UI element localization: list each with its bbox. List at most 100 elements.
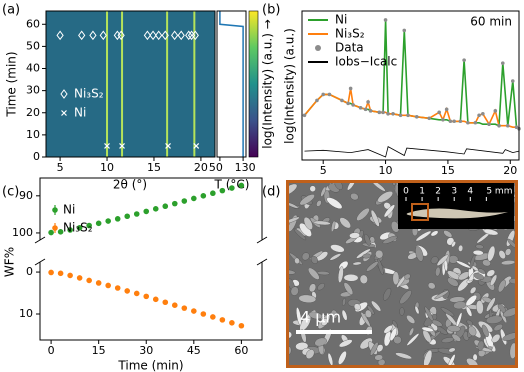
- data-point: [162, 203, 169, 210]
- legend-marker: [52, 225, 58, 231]
- scale-bar-label: 4 μm: [300, 308, 341, 327]
- crystal: [370, 209, 380, 227]
- y-tick-label: 10: [26, 128, 40, 141]
- legend-label: Ni: [335, 13, 347, 27]
- crystal: [465, 295, 477, 306]
- crystal: [350, 193, 359, 201]
- y-tick-label: 90: [19, 189, 33, 202]
- crystal: [382, 235, 398, 244]
- crystal: [475, 244, 484, 250]
- data-point: [406, 113, 410, 118]
- x-tick-label: 10: [379, 164, 393, 177]
- data-point: [48, 269, 54, 276]
- crystal: [505, 248, 512, 256]
- data-point: [200, 193, 207, 199]
- data-point: [391, 112, 395, 116]
- crystal: [308, 311, 323, 320]
- crystal: [415, 246, 424, 262]
- axis-frame: [39, 177, 263, 341]
- x-tick-label: 45: [187, 344, 201, 357]
- x-tick-label: 15: [92, 344, 106, 357]
- crystal: [404, 273, 411, 280]
- crystal: [443, 230, 453, 238]
- data-point: [114, 285, 121, 291]
- data-point: [377, 110, 382, 115]
- crystal: [362, 253, 372, 259]
- data-point: [191, 195, 197, 202]
- crystal: [338, 350, 347, 365]
- data-point: [383, 18, 388, 22]
- data-point: [351, 103, 355, 107]
- crystal: [456, 260, 471, 269]
- crystal: [331, 220, 336, 232]
- crystal: [383, 325, 393, 334]
- data-point: [386, 112, 390, 116]
- crystal: [310, 255, 318, 264]
- marker-diamond: [56, 30, 64, 41]
- crystal: [360, 311, 371, 327]
- crystal: [370, 341, 379, 356]
- crystal: [409, 327, 414, 336]
- data-point: [473, 120, 478, 125]
- crystal: [290, 286, 299, 296]
- legend-label: Data: [335, 41, 364, 55]
- data-point: [48, 229, 54, 236]
- panel-label: (b): [262, 3, 280, 18]
- y-axis-label: log(Intensity) (a.u.): [283, 28, 297, 144]
- crystal: [313, 220, 331, 226]
- data-point: [363, 107, 368, 112]
- data-point: [441, 117, 445, 122]
- legend-marker: [60, 89, 68, 99]
- data-point: [210, 190, 216, 197]
- crystal: [477, 340, 485, 351]
- colorbar: [248, 10, 259, 158]
- temperature-line: [219, 11, 244, 157]
- pattern-line: [304, 145, 520, 158]
- crystal: [375, 249, 384, 259]
- crystal: [451, 241, 456, 248]
- crystal: [448, 347, 456, 353]
- data-point: [95, 220, 102, 227]
- marker-diamond: [161, 30, 169, 41]
- crystal: [486, 269, 496, 277]
- data-point: [171, 302, 178, 308]
- crystal: [389, 327, 398, 341]
- crystal: [330, 309, 338, 319]
- y-tick-label: 0: [33, 150, 40, 163]
- crystal: [466, 358, 479, 365]
- data-point: [133, 211, 140, 217]
- data-point: [477, 113, 481, 118]
- crystal: [317, 271, 330, 276]
- crystal: [326, 197, 343, 209]
- marker-diamond: [89, 30, 97, 41]
- inset-tick-label: 5 mm: [486, 187, 512, 197]
- data-point: [200, 311, 207, 317]
- data-point: [493, 109, 498, 113]
- data-point: [466, 120, 470, 125]
- crystal: [299, 194, 315, 206]
- y-tick-label: 50: [26, 39, 40, 52]
- crystal: [440, 307, 455, 317]
- data-point: [346, 101, 350, 106]
- data-point: [444, 107, 449, 112]
- data-point: [57, 229, 64, 235]
- inset-tick-label: 0: [403, 187, 409, 197]
- marker-x: [165, 143, 171, 149]
- data-point: [171, 200, 178, 207]
- marker-diamond: [191, 30, 199, 41]
- y-tick-label: 40: [26, 62, 40, 75]
- data-point: [124, 213, 131, 220]
- data-point: [219, 317, 226, 323]
- legend-label: Ni₃S₂: [335, 27, 365, 41]
- scale-bar: [296, 330, 372, 334]
- crystal: [288, 202, 299, 209]
- crystal: [406, 315, 416, 324]
- axis-break: [34, 258, 46, 266]
- crystal: [491, 334, 501, 343]
- data-point: [114, 216, 121, 222]
- crystal: [431, 319, 443, 327]
- crystal: [451, 333, 461, 342]
- crystal: [395, 352, 412, 360]
- crystal: [366, 261, 379, 272]
- marker-x: [193, 143, 200, 149]
